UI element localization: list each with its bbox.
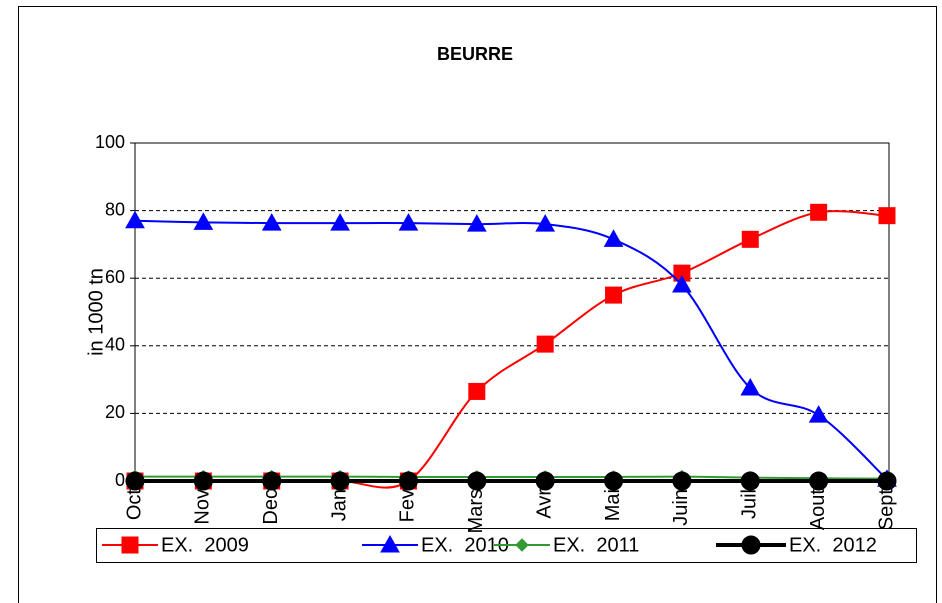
marker: [193, 212, 214, 230]
marker: [398, 213, 419, 231]
marker: [467, 471, 487, 491]
x-tick-label: Mars: [465, 489, 487, 533]
legend-label: EX. 2009: [161, 534, 249, 556]
marker: [398, 471, 418, 491]
y-tick-label: 20: [105, 402, 125, 422]
y-tick-label: 0: [115, 470, 125, 490]
legend-marker: [515, 538, 529, 552]
chart-title: BEURRE: [437, 44, 513, 64]
marker: [466, 214, 487, 232]
marker: [468, 382, 486, 400]
marker: [808, 405, 829, 423]
marker: [810, 203, 828, 221]
x-tick-label: Sept: [875, 489, 897, 531]
marker: [330, 471, 350, 491]
x-tick-label: Jan: [328, 489, 350, 521]
marker: [740, 378, 761, 396]
marker: [261, 213, 282, 231]
legend-marker: [121, 536, 139, 554]
marker: [672, 274, 692, 293]
marker: [125, 210, 145, 229]
marker: [535, 214, 556, 232]
x-tick-label: Dec: [260, 489, 282, 525]
y-tick-label: 40: [105, 335, 125, 355]
y-tick-label: 100: [95, 132, 125, 152]
marker: [536, 335, 554, 353]
x-tick-label: Oct: [123, 489, 145, 521]
y-tick-label: 80: [105, 199, 125, 219]
marker: [672, 471, 692, 491]
legend-label: EX. 2011: [553, 534, 639, 556]
x-tick-label: Aout: [807, 489, 829, 531]
marker: [740, 471, 760, 491]
x-tick-label: Nov: [192, 489, 214, 525]
legend-label: EX. 2012: [789, 534, 877, 556]
marker: [262, 471, 282, 491]
x-tick-label: Avr: [533, 489, 555, 519]
legend-marker: [741, 535, 761, 555]
marker: [809, 471, 829, 491]
x-tick-label: Fev: [397, 489, 419, 522]
y-axis-label: in 1000 tn: [85, 268, 107, 356]
marker: [877, 471, 897, 491]
marker: [535, 471, 555, 491]
marker: [330, 213, 350, 231]
marker: [605, 286, 623, 304]
marker: [125, 471, 145, 491]
marker: [604, 471, 624, 491]
x-tick-label: Juin: [670, 489, 692, 526]
marker: [741, 230, 759, 248]
marker: [603, 229, 624, 247]
marker: [193, 471, 213, 491]
legend-label: EX. 2010: [421, 534, 509, 556]
x-tick-label: Juil: [739, 489, 761, 519]
y-tick-label: 60: [105, 267, 125, 287]
marker: [878, 207, 896, 225]
plot-area: [135, 143, 889, 481]
legend-marker: [380, 534, 400, 553]
x-tick-label: Mai: [602, 489, 624, 521]
